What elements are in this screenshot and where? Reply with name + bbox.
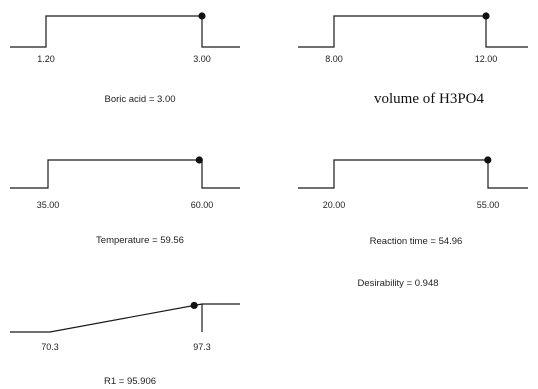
current-value-point [484,156,492,164]
tick-label-high: 12.00 [475,54,498,64]
panel-4: 20.00 55.00 Reaction time = 54.96 [298,156,528,247]
panel-caption: R1 = 95.906 [104,376,156,387]
desirability-curve [298,159,528,189]
tick-label-high: 3.00 [193,54,211,64]
tick-label-high: 55.00 [477,200,500,210]
tick-label-high: 60.00 [191,200,214,210]
current-value-point [482,12,490,20]
tick-label-low: 1.20 [37,54,55,64]
tick-label-low: 8.00 [325,54,343,64]
panel-caption: Boric acid = 3.00 [104,94,175,105]
panel-1: 1.20 3.00 Boric acid = 3.00 [10,12,240,105]
panel-3: 35.00 60.00 Temperature = 59.56 [10,156,240,246]
panel-caption: Reaction time = 54.96 [370,236,463,247]
panel-caption: Temperature = 59.56 [96,235,184,246]
desirability-curve [298,15,528,48]
desirability-curve [10,159,240,189]
tick-label-low: 35.00 [37,200,60,210]
current-value-point [198,12,206,20]
desirability-curve [10,303,240,333]
panel-caption: volume of H3PO4 [374,91,484,107]
panel-2: 8.00 12.00 volume of H3PO4 [298,12,528,107]
desirability-label: Desirability = 0.948 [357,278,438,289]
tick-label-low: 20.00 [323,200,346,210]
tick-label-high: 97.3 [193,342,211,352]
desirability-curve [10,15,240,48]
panel-5: 70.3 97.3 R1 = 95.906 [10,301,240,387]
panels: 1.20 3.00 Boric acid = 3.00 8.00 12.00 volume… [10,12,528,387]
tick-label-low: 70.3 [41,342,59,352]
current-value-point [195,156,203,164]
current-value-point [190,301,198,310]
